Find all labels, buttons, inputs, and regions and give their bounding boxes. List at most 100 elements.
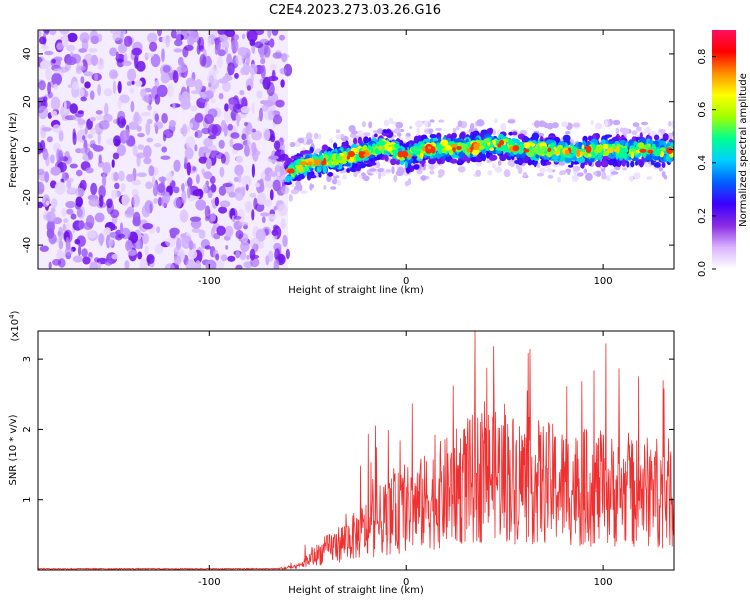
noise-blob: [188, 249, 198, 260]
noise-blob: [256, 150, 261, 156]
signal-blob: [606, 175, 611, 182]
noise-blob: [204, 205, 211, 219]
x-tick-label: 0: [403, 276, 409, 287]
noise-blob: [122, 60, 132, 67]
noise-blob: [136, 153, 141, 167]
noise-blob: [38, 105, 49, 120]
signal-blob: [478, 152, 484, 159]
signal-blob: [429, 170, 435, 175]
noise-blob: [272, 114, 283, 125]
noise-blob: [166, 171, 173, 184]
signal-blob: [666, 147, 674, 155]
noise-blob: [271, 229, 279, 236]
noise-blob: [154, 113, 159, 123]
signal-blob: [522, 171, 528, 178]
snr-multiplier-base: (x10: [10, 319, 21, 342]
signal-blob: [428, 128, 434, 133]
noise-blob: [118, 170, 125, 182]
noise-blob: [65, 240, 71, 250]
noise-blob: [95, 110, 103, 115]
noise-blob: [140, 88, 147, 98]
noise-blob: [280, 218, 286, 230]
noise-blob: [108, 69, 118, 80]
noise-blob: [47, 81, 52, 95]
spectrogram-y-axis-label: Frequency (Hz): [8, 112, 19, 188]
signal-blob: [350, 130, 358, 135]
noise-blob: [146, 137, 154, 143]
noise-blob: [205, 157, 212, 170]
signal-blob: [344, 162, 351, 167]
signal-blob: [340, 133, 345, 139]
noise-blob: [251, 142, 257, 154]
signal-blob: [607, 140, 615, 145]
noise-blob: [167, 83, 174, 98]
noise-blob: [131, 194, 140, 208]
signal-blob: [565, 131, 571, 135]
signal-blob: [488, 155, 497, 161]
signal-blob: [635, 126, 642, 132]
noise-blob: [224, 225, 234, 238]
noise-blob: [40, 45, 49, 50]
signal-blob: [607, 147, 614, 154]
signal-blob: [330, 186, 337, 190]
signal-blob: [599, 144, 603, 152]
noise-blob: [58, 130, 64, 142]
noise-blob: [98, 120, 110, 130]
signal-blob: [500, 123, 507, 131]
signal-blob: [596, 155, 600, 160]
signal-blob: [386, 146, 393, 152]
noise-blob: [210, 150, 216, 159]
noise-blob: [264, 179, 274, 189]
noise-blob: [110, 209, 120, 219]
noise-blob: [90, 128, 97, 135]
noise-blob: [215, 253, 220, 261]
signal-blob: [407, 178, 412, 186]
noise-blob: [60, 178, 64, 183]
noise-blob: [218, 185, 227, 196]
signal-blob: [518, 153, 526, 159]
signal-blob: [348, 125, 356, 133]
noise-blob: [218, 206, 228, 214]
noise-blob: [268, 110, 275, 121]
signal-blob: [285, 175, 292, 183]
signal-blob: [390, 158, 397, 166]
noise-blob: [194, 112, 204, 123]
noise-blob: [190, 105, 198, 112]
noise-blob: [215, 260, 224, 269]
signal-blob: [617, 160, 621, 168]
signal-blob: [570, 160, 574, 166]
signal-blob: [337, 155, 343, 161]
noise-blob: [199, 54, 207, 67]
noise-blob: [203, 171, 213, 180]
noise-blob: [260, 212, 270, 217]
signal-blob: [393, 143, 400, 150]
signal-blob: [572, 165, 581, 172]
noise-blob: [66, 44, 76, 52]
noise-blob: [210, 183, 217, 193]
noise-blob: [185, 77, 196, 88]
signal-blob: [476, 119, 485, 127]
noise-blob: [144, 245, 149, 256]
noise-blob: [88, 48, 98, 53]
signal-blob: [392, 149, 399, 157]
noise-blob: [247, 30, 258, 43]
noise-blob: [161, 146, 167, 153]
signal-blob: [661, 162, 666, 168]
signal-blob: [323, 185, 327, 190]
noise-blob: [46, 220, 55, 233]
noise-blob: [249, 63, 258, 76]
signal-blob: [406, 154, 413, 158]
y-tick-label: 40: [22, 48, 33, 61]
signal-blob: [571, 174, 579, 182]
signal-blob: [368, 121, 373, 129]
noise-blob: [38, 181, 45, 195]
signal-blob: [659, 147, 666, 152]
signal-blob: [577, 144, 583, 148]
noise-blob: [157, 30, 162, 37]
signal-blob: [487, 170, 493, 176]
signal-blob: [393, 128, 401, 134]
noise-blob: [208, 67, 219, 75]
noise-blob: [237, 46, 248, 57]
signal-blob: [621, 147, 628, 152]
